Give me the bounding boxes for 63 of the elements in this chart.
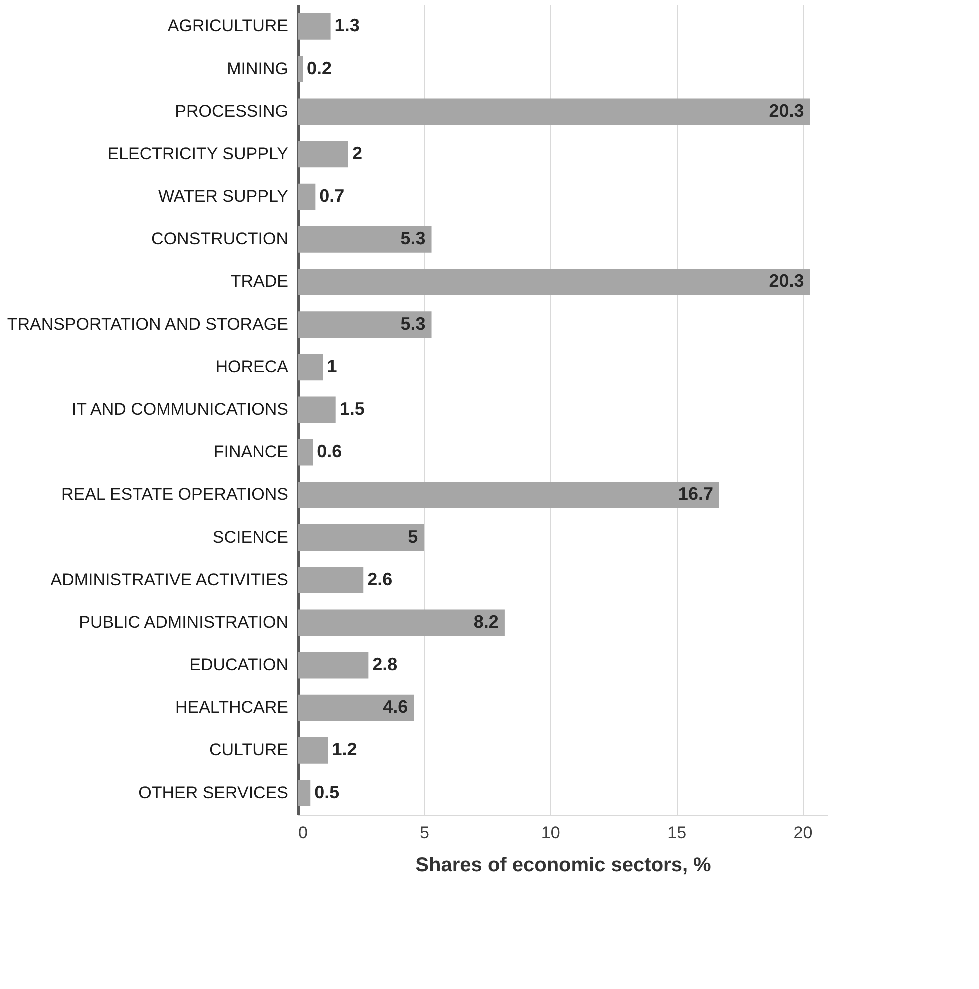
bar bbox=[298, 737, 328, 764]
y-tick-label: MINING bbox=[227, 59, 288, 78]
data-label: 0.6 bbox=[317, 442, 342, 462]
x-tick-label: 10 bbox=[541, 824, 560, 842]
data-label: 5.3 bbox=[400, 228, 426, 249]
y-tick-label: FINANCE bbox=[214, 442, 288, 462]
y-tick-label: IT AND COMMUNICATIONS bbox=[72, 400, 288, 419]
data-label: 5 bbox=[408, 526, 418, 547]
data-label: 20.3 bbox=[769, 100, 804, 121]
y-tick-label: WATER SUPPLY bbox=[158, 187, 288, 206]
y-tick-label: OTHER SERVICES bbox=[138, 783, 288, 802]
y-tick-label: REAL ESTATE OPERATIONS bbox=[61, 485, 288, 504]
y-tick-label: ADMINISTRATIVE ACTIVITIES bbox=[50, 570, 288, 590]
x-tick-label: 0 bbox=[298, 824, 308, 842]
x-tick-label: 15 bbox=[668, 824, 687, 842]
y-tick-label: TRADE bbox=[230, 272, 288, 292]
data-label: 1.3 bbox=[334, 16, 360, 36]
bar bbox=[298, 98, 810, 126]
y-tick-label: HORECA bbox=[216, 357, 290, 376]
bar bbox=[298, 396, 336, 424]
data-label: 1 bbox=[327, 356, 338, 376]
x-tick-label: 20 bbox=[794, 824, 813, 842]
y-tick-label: PROCESSING bbox=[175, 102, 288, 121]
data-label: 2 bbox=[352, 143, 362, 164]
y-tick-label: TRANSPORTATION AND STORAGE bbox=[7, 314, 288, 334]
x-tick-label: 5 bbox=[420, 824, 430, 842]
bar bbox=[298, 226, 432, 253]
y-tick-label: HEALTHCARE bbox=[175, 698, 288, 718]
data-label: 8.2 bbox=[474, 612, 499, 632]
x-axis-title: Shares of economic sectors, % bbox=[416, 854, 712, 876]
bar bbox=[298, 524, 424, 551]
data-label: 1.2 bbox=[332, 740, 358, 760]
y-tick-label: CULTURE bbox=[209, 740, 288, 760]
bar bbox=[298, 694, 414, 722]
bar bbox=[298, 439, 314, 466]
bar bbox=[298, 312, 432, 338]
bar bbox=[298, 610, 505, 636]
data-label: 2.6 bbox=[368, 569, 393, 590]
bar bbox=[298, 567, 364, 594]
bar bbox=[298, 780, 311, 806]
data-label: 0.2 bbox=[307, 58, 332, 78]
data-label: 20.3 bbox=[769, 271, 804, 292]
data-label: 1.5 bbox=[340, 399, 365, 419]
bar bbox=[298, 482, 720, 508]
y-tick-label: CONSTRUCTION bbox=[152, 230, 288, 249]
data-label: 4.6 bbox=[383, 697, 408, 718]
y-tick-label: PUBLIC ADMINISTRATION bbox=[79, 612, 288, 632]
y-tick-label: EDUCATION bbox=[190, 656, 288, 675]
data-label: 0.7 bbox=[320, 186, 345, 206]
y-tick-label: AGRICULTURE bbox=[168, 16, 288, 36]
data-label: 0.5 bbox=[314, 782, 340, 802]
bar bbox=[298, 184, 316, 210]
bar bbox=[298, 354, 324, 381]
y-tick-label: ELECTRICITY SUPPLY bbox=[108, 144, 288, 164]
data-label: 2.8 bbox=[372, 654, 398, 675]
data-label: 5.3 bbox=[400, 314, 426, 334]
bar bbox=[298, 269, 810, 296]
bar bbox=[298, 141, 348, 168]
data-label: 16.7 bbox=[678, 484, 714, 504]
bar bbox=[298, 14, 331, 40]
y-tick-label: SCIENCE bbox=[212, 528, 288, 547]
bar bbox=[298, 652, 369, 679]
bar bbox=[298, 56, 304, 83]
